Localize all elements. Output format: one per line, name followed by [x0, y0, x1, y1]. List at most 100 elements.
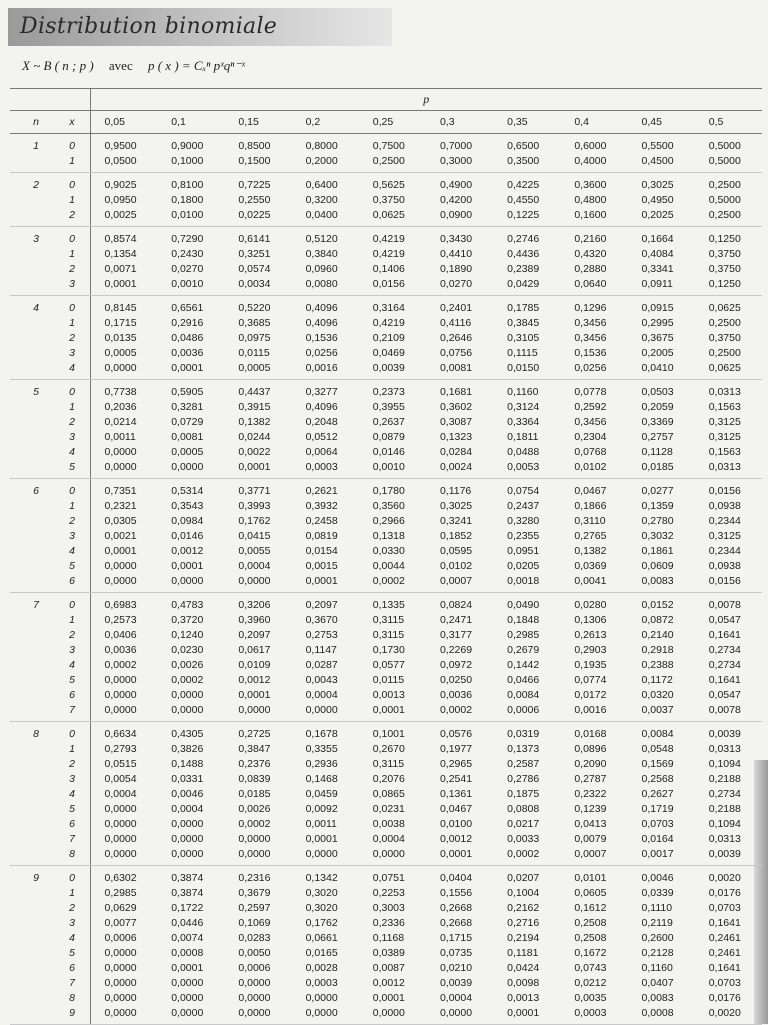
probability-cell: 0,1730 [372, 644, 405, 656]
n-value: 5 [33, 386, 39, 398]
x-value: 8 [69, 848, 75, 860]
x-value: 2 [69, 902, 75, 914]
probability-cell: 0,0015 [305, 560, 338, 572]
probability-cell: 0,3955 [372, 401, 405, 413]
probability-cell: 0,0012 [439, 833, 473, 845]
probability-cell: 0,3277 [305, 386, 338, 398]
probability-cell: 0,1442 [507, 659, 540, 671]
probability-cell: 0,2048 [305, 416, 338, 428]
table-row: 4 0,0002 0,0026 0,0109 0,0287 0,0577 0,0972 0,1… [10, 658, 762, 673]
table-row: 6 0,0000 0,0000 0,0000 0,0001 0,0002 0,0007 0,0… [10, 574, 762, 593]
x-label: x [69, 116, 75, 128]
n-value: 9 [33, 872, 39, 884]
probability-cell: 0,0609 [641, 560, 674, 572]
probability-cell: 0,0960 [305, 263, 338, 275]
probability-cell: 0,2793 [104, 743, 137, 755]
probability-cell: 0,1641 [708, 674, 741, 686]
probability-cell: 0,0429 [493, 277, 561, 296]
probability-cell: 0,0256 [305, 347, 338, 359]
probability-cell: 0,5500 [641, 140, 674, 152]
x-value: 6 [69, 575, 75, 587]
table-row: 1 0,2985 0,3874 0,3679 0,3020 0,2253 0,1556 0,1… [10, 886, 762, 901]
probability-cell: 0,0038 [372, 818, 405, 830]
table-row: 3 0,0011 0,0081 0,0244 0,0512 0,0879 0,1323 0,1… [10, 430, 762, 445]
probability-cell: 0,0102 [439, 560, 473, 572]
probability-cell: 0,3456 [574, 317, 607, 329]
probability-cell: 0,1563 [708, 446, 741, 458]
probability-cell: 0,0115 [372, 674, 405, 686]
x-value: 3 [69, 431, 75, 443]
probability-cell: 0,4950 [641, 194, 674, 206]
probability-cell: 0,2757 [641, 431, 674, 443]
column-header-p: 0,1 [157, 110, 225, 134]
probability-cell: 0,0938 [708, 500, 741, 512]
table-row: 7 0,0000 0,0000 0,0000 0,0000 0,0001 0,0002 0,0… [10, 703, 762, 722]
table-row: 3 0,0036 0,0230 0,0617 0,1147 0,1730 0,2269 0,2… [10, 643, 762, 658]
probability-cell: 0,2787 [574, 773, 607, 785]
probability-cell: 0,0000 [305, 992, 338, 1004]
table-row: 5 0,0000 0,0000 0,0001 0,0003 0,0010 0,0024 0,0… [10, 460, 762, 479]
probability-cell: 0,0210 [439, 962, 473, 974]
probability-cell: 0,0172 [574, 689, 607, 701]
probability-cell: 0,1715 [104, 317, 137, 329]
probability-cell: 0,1306 [574, 614, 607, 626]
probability-cell: 0,0034 [224, 277, 292, 296]
table-row: 5 0,0000 0,0008 0,0050 0,0165 0,0389 0,0735 0,1… [10, 946, 762, 961]
probability-cell: 0,2036 [104, 401, 137, 413]
probability-cell: 0,0022 [238, 446, 271, 458]
probability-cell: 0,0039 [358, 361, 426, 380]
probability-cell: 0,3560 [372, 500, 405, 512]
probability-cell: 0,2734 [708, 659, 741, 671]
probability-cell: 0,3115 [372, 614, 405, 626]
probability-cell: 0,2753 [305, 629, 338, 641]
x-value: 6 [69, 689, 75, 701]
table-row: 1 0,0950 0,1800 0,2550 0,3200 0,3750 0,4200 0,4… [10, 193, 762, 208]
probability-cell: 0,0100 [157, 208, 225, 227]
probability-cell: 0,0000 [104, 803, 137, 815]
probability-cell: 0,3110 [574, 515, 606, 527]
probability-cell: 0,3280 [507, 515, 540, 527]
x-value: 0 [69, 386, 75, 398]
probability-cell: 0,2646 [439, 332, 473, 344]
probability-cell: 0,0013 [507, 992, 540, 1004]
probability-cell: 0,0039 [439, 977, 473, 989]
probability-cell: 0,2316 [238, 872, 271, 884]
probability-cell: 0,1239 [574, 803, 607, 815]
probability-cell: 0,1160 [507, 386, 539, 398]
table-row: 3 0,0054 0,0331 0,0839 0,1468 0,2076 0,2541 0,2… [10, 772, 762, 787]
probability-cell: 0,0595 [439, 545, 473, 557]
probability-cell: 0,7738 [104, 386, 137, 398]
probability-cell: 0,0041 [560, 574, 628, 593]
probability-cell: 0,3670 [305, 614, 338, 626]
probability-cell: 0,0972 [439, 659, 473, 671]
probability-cell: 0,4305 [171, 728, 204, 740]
x-value: 5 [69, 461, 75, 473]
table-row: 6 0 0,7351 0,5314 0,3771 0,2621 0,1780 0,1176 0,… [10, 478, 762, 499]
probability-cell: 0,0808 [507, 803, 540, 815]
table-row: 3 0,0005 0,0036 0,0115 0,0256 0,0469 0,0756 0,1… [10, 346, 762, 361]
probability-cell: 0,0156 [358, 277, 426, 296]
probability-cell: 0,2573 [104, 614, 137, 626]
probability-cell: 0,0004 [439, 992, 473, 1004]
header-p-row: p [10, 88, 762, 111]
probability-cell: 0,0005 [104, 347, 137, 359]
probability-cell: 0,1296 [574, 302, 607, 314]
probability-cell: 0,0000 [224, 847, 292, 866]
probability-cell: 0,0000 [358, 1006, 426, 1025]
probability-cell: 0,1147 [305, 644, 337, 656]
probability-cell: 0,0225 [224, 208, 292, 227]
probability-cell: 0,0021 [104, 530, 137, 542]
probability-cell: 0,0001 [157, 361, 225, 380]
n-label: n [33, 116, 39, 128]
probability-cell: 0,0001 [104, 545, 137, 557]
probability-cell: 0,0512 [305, 431, 338, 443]
x-value: 3 [69, 530, 75, 542]
probability-cell: 0,0000 [171, 977, 204, 989]
probability-cell: 0,2716 [507, 917, 540, 929]
column-header-p: 0,4 [560, 110, 628, 134]
probability-cell: 0,2090 [574, 758, 607, 770]
table-row: 5 0,0000 0,0001 0,0004 0,0015 0,0044 0,0102 0,0… [10, 559, 762, 574]
x-value: 1 [69, 401, 75, 413]
probability-cell: 0,0915 [641, 302, 674, 314]
probability-cell: 0,0001 [305, 833, 338, 845]
